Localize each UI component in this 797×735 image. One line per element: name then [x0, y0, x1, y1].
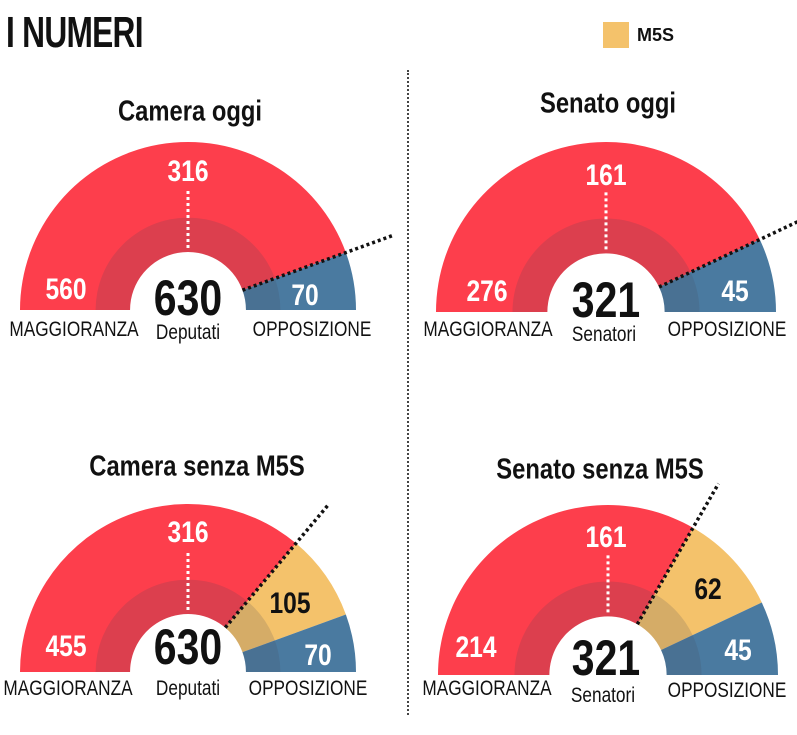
- majority-value: 455: [45, 630, 87, 663]
- opposition-label: OPPOSIZIONE: [667, 679, 787, 702]
- chart-title: Camera senza M5S: [89, 450, 305, 483]
- segment-opposizione: [242, 614, 356, 672]
- chart-title: Camera oggi: [117, 95, 263, 128]
- opposition-value: 45: [724, 634, 752, 667]
- legend: M5S: [603, 22, 674, 48]
- segment-maggioranza: [20, 142, 346, 310]
- opposition-label: OPPOSIZIONE: [667, 318, 787, 341]
- inner-band: [95, 579, 281, 672]
- main-title: I NUMERI: [6, 8, 144, 57]
- opposition-label: OPPOSIZIONE: [252, 318, 372, 341]
- inner-band: [512, 218, 700, 312]
- chart-title: Senato oggi: [539, 87, 677, 120]
- unit-label: Deputati: [155, 321, 221, 344]
- threshold-label: 161: [585, 159, 627, 192]
- majority-value: 276: [466, 275, 508, 308]
- segment-opposizione: [661, 602, 778, 675]
- divider: [407, 70, 409, 715]
- unit-label: Deputati: [155, 677, 221, 700]
- inner-band: [514, 581, 702, 675]
- threshold-label: 316: [167, 516, 209, 549]
- opposition-label: OPPOSIZIONE: [248, 677, 368, 700]
- segment-maggioranza: [20, 503, 296, 672]
- opposition-value: 45: [721, 275, 749, 308]
- majority-label: MAGGIORANZA: [423, 318, 553, 341]
- majority-value: 214: [455, 631, 497, 664]
- segment-maggioranza: [438, 505, 693, 675]
- inner-band: [95, 217, 281, 310]
- m5s-value: 105: [269, 587, 311, 620]
- segment-m5s: [225, 543, 346, 653]
- unit-label: Senatori: [571, 323, 637, 346]
- threshold-label: 316: [167, 155, 209, 188]
- total-value: 321: [571, 630, 641, 686]
- unit-label: Senatori: [570, 684, 636, 707]
- majority-label: MAGGIORANZA: [9, 318, 139, 341]
- majority-label: MAGGIORANZA: [3, 677, 133, 700]
- legend-label-m5s: M5S: [637, 24, 675, 45]
- total-value: 321: [571, 272, 641, 328]
- segment-maggioranza: [436, 141, 760, 312]
- majority-label: MAGGIORANZA: [422, 677, 552, 700]
- chart-title: Senato senza M5S: [496, 453, 704, 486]
- majority-boundary-line: [241, 233, 394, 292]
- total-value: 630: [153, 619, 223, 675]
- segment-m5s: [637, 527, 762, 650]
- total-value: 630: [153, 270, 223, 326]
- segment-opposizione: [659, 239, 776, 312]
- majority-value: 560: [45, 273, 87, 306]
- legend-swatch-m5s: [603, 22, 629, 48]
- majority-boundary-line: [223, 503, 330, 629]
- m5s-value: 62: [694, 573, 722, 606]
- opposition-value: 70: [304, 639, 332, 672]
- segment-opposizione: [242, 252, 356, 310]
- threshold-label: 161: [585, 521, 627, 554]
- opposition-value: 70: [291, 279, 319, 312]
